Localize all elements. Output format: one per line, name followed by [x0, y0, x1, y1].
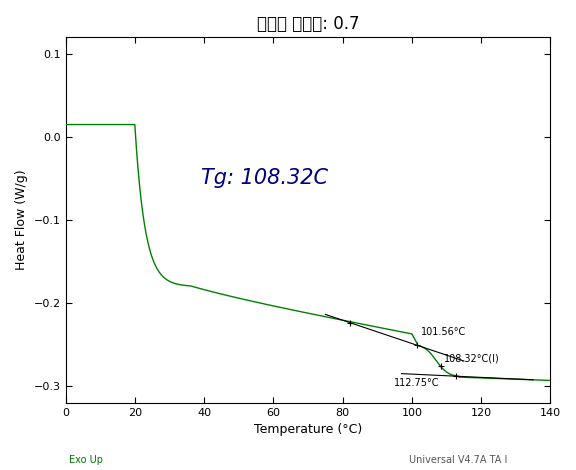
Text: 108.32°C(I): 108.32°C(I) [444, 353, 500, 363]
X-axis label: Temperature (°C): Temperature (°C) [254, 423, 362, 436]
Text: Universal V4.7A TA I: Universal V4.7A TA I [408, 455, 507, 465]
Y-axis label: Heat Flow (W/g): Heat Flow (W/g) [15, 170, 28, 270]
Text: 112.75°C: 112.75°C [394, 378, 439, 388]
Title: 경화제 당량비: 0.7: 경화제 당량비: 0.7 [257, 15, 359, 33]
Text: Exo Up: Exo Up [69, 455, 103, 465]
Text: Tg: 108.32C: Tg: 108.32C [202, 167, 328, 188]
Text: 101.56°C: 101.56°C [420, 327, 466, 337]
